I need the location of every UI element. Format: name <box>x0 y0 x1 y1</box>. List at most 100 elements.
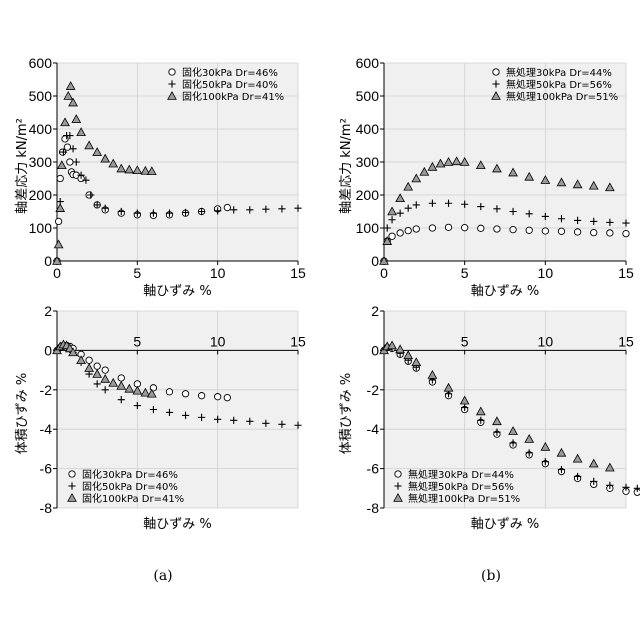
data-point <box>118 375 124 381</box>
x-tick-label: 10 <box>210 333 226 349</box>
x-tick-label: 5 <box>133 265 141 281</box>
data-point <box>67 159 73 165</box>
chart-b-bottom: -8 -6 -4 -2 0 2 5 10 15 軸ひずみ % 体積ひずみ % 無処理30kPa Dr=… <box>339 303 640 532</box>
y-axis-label: 軸差応力 kN/m² <box>15 118 30 214</box>
y-tick-label: -6 <box>367 461 380 477</box>
data-point <box>62 136 68 142</box>
legend: 固化30kPa Dr=46%固化50kPa Dr=40%固化100kPa Dr=… <box>168 66 284 103</box>
legend-marker <box>493 69 499 75</box>
data-point <box>405 227 411 233</box>
y-tick-label: 0 <box>44 253 52 269</box>
y-tick-label: 600 <box>356 55 380 71</box>
legend-label: 固化100kPa Dr=41% <box>182 90 284 103</box>
y-tick-label: 500 <box>356 88 380 104</box>
data-point <box>591 229 597 235</box>
x-tick-label: 15 <box>290 265 306 281</box>
data-point <box>510 226 516 232</box>
data-point <box>198 393 204 399</box>
y-tick-label: 300 <box>29 154 53 170</box>
legend: 無処理30kPa Dr=44%無処理50kPa Dr=56%無処理100kPa … <box>394 468 520 505</box>
data-point <box>102 367 108 373</box>
y-tick-label: 0 <box>44 342 52 358</box>
x-tick-label: 15 <box>618 333 634 349</box>
y-tick-label: 400 <box>356 121 380 137</box>
data-point <box>57 175 63 181</box>
y-axis-label: 体積ひずみ % <box>15 373 30 455</box>
x-tick-label: 0 <box>53 265 61 281</box>
data-point <box>445 224 451 230</box>
y-tick-label: 0 <box>371 253 379 269</box>
data-point <box>86 357 92 363</box>
x-tick-label: 10 <box>210 265 226 281</box>
data-point <box>413 226 419 232</box>
x-axis-label: 軸ひずみ % <box>143 284 212 299</box>
x-tick-label: 10 <box>538 333 554 349</box>
x-tick-label: 0 <box>380 265 388 281</box>
legend-label: 無処理50kPa Dr=56% <box>408 480 514 493</box>
data-point <box>623 230 629 236</box>
caption-a: (a) <box>153 568 172 584</box>
data-point <box>94 363 100 369</box>
legend-marker <box>69 471 75 477</box>
data-point <box>607 230 613 236</box>
y-tick-label: 600 <box>29 55 53 71</box>
x-axis-label: 軸ひずみ % <box>143 517 212 532</box>
y-tick-label: -8 <box>367 500 380 516</box>
data-point <box>494 226 500 232</box>
legend-marker <box>169 69 175 75</box>
data-point <box>429 225 435 231</box>
y-tick-label: -8 <box>40 500 53 516</box>
y-tick-label: -4 <box>40 421 53 437</box>
legend-label: 無処理30kPa Dr=44% <box>506 66 612 79</box>
legend-label: 無処理30kPa Dr=44% <box>408 468 514 481</box>
x-axis-label: 軸ひずみ % <box>471 517 540 532</box>
data-point <box>64 144 70 150</box>
data-point <box>558 228 564 234</box>
data-point <box>574 229 580 235</box>
chart-a-top: 0 100 200 300 400 500 600 0 5 10 15 軸ひずみ % 軸差応力 kN/m… <box>15 55 306 299</box>
legend: 無処理30kPa Dr=44%無処理50kPa Dr=56%無処理100kPa … <box>492 66 618 103</box>
legend-label: 無処理100kPa Dr=51% <box>506 90 618 103</box>
chart-a-bottom: -8 -6 -4 -2 0 2 5 10 15 軸ひずみ % 体積ひずみ % 固化30kPa Dr=4… <box>15 303 306 532</box>
chart-b-top: 0100200300400500600051015軸ひずみ %軸差応力 kN/m… <box>339 55 634 299</box>
data-point <box>166 389 172 395</box>
data-point <box>478 225 484 231</box>
y-tick-label: 100 <box>29 220 53 236</box>
x-tick-label: 5 <box>133 333 141 349</box>
figure: (a) (b) 0100200300400500600051015軸ひずみ %軸… <box>0 0 640 640</box>
legend-label: 無処理50kPa Dr=56% <box>506 78 612 91</box>
data-point <box>389 233 395 239</box>
y-tick-label: -4 <box>367 421 380 437</box>
x-tick-label: 5 <box>461 333 469 349</box>
y-tick-label: 200 <box>29 187 53 203</box>
y-axis-label: 体積ひずみ % <box>339 373 354 455</box>
legend: 固化30kPa Dr=46%固化50kPa Dr=40%固化100kPa Dr=… <box>68 468 184 505</box>
y-tick-label: 500 <box>29 88 53 104</box>
y-tick-label: 0 <box>371 342 379 358</box>
data-point <box>214 393 220 399</box>
data-point <box>55 218 61 224</box>
data-point <box>526 227 532 233</box>
y-tick-label: -2 <box>40 382 53 398</box>
x-tick-label: 15 <box>290 333 306 349</box>
y-tick-label: 2 <box>44 303 52 319</box>
legend-label: 固化50kPa Dr=40% <box>82 480 178 493</box>
data-point <box>397 230 403 236</box>
data-point <box>224 204 230 210</box>
data-point <box>461 224 467 230</box>
y-tick-label: -6 <box>40 461 53 477</box>
y-tick-label: 200 <box>356 187 380 203</box>
legend-label: 固化100kPa Dr=41% <box>82 492 184 505</box>
legend-label: 固化50kPa Dr=40% <box>182 78 278 91</box>
y-tick-label: 400 <box>29 121 53 137</box>
x-tick-label: 15 <box>618 265 634 281</box>
legend-label: 固化30kPa Dr=46% <box>182 66 278 79</box>
legend-marker <box>395 471 401 477</box>
data-point <box>224 394 230 400</box>
data-point <box>182 391 188 397</box>
x-tick-label: 10 <box>538 265 554 281</box>
y-tick-label: 100 <box>356 220 380 236</box>
y-tick-label: -2 <box>367 382 380 398</box>
x-tick-label: 5 <box>461 265 469 281</box>
y-tick-label: 2 <box>371 303 379 319</box>
